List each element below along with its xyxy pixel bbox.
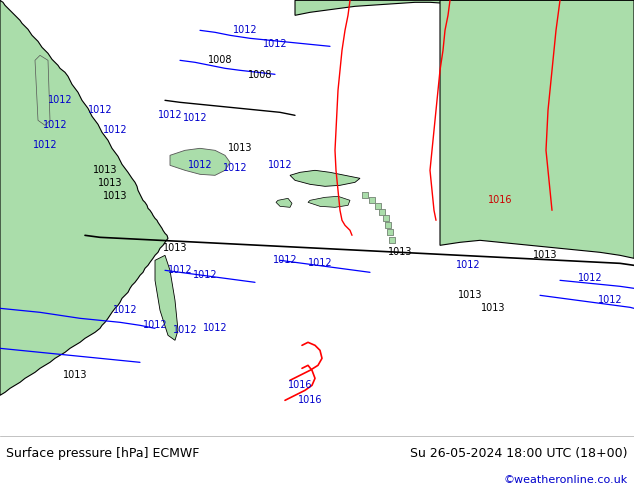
Text: 1012: 1012 [578,273,602,283]
Text: Surface pressure [hPa] ECMWF: Surface pressure [hPa] ECMWF [6,447,200,460]
Text: 1013: 1013 [533,250,557,260]
Text: 1012: 1012 [193,270,217,280]
Text: 1012: 1012 [42,121,67,130]
Text: 1012: 1012 [48,96,72,105]
Text: 1008: 1008 [208,55,232,65]
Polygon shape [375,203,381,209]
Polygon shape [170,148,230,175]
Text: 1012: 1012 [273,255,297,265]
Polygon shape [0,0,168,395]
Text: 1013: 1013 [63,370,87,380]
Text: 1012: 1012 [103,125,127,135]
Text: 1012: 1012 [33,140,57,150]
Polygon shape [379,209,385,215]
Text: Su 26-05-2024 18:00 UTC (18+00): Su 26-05-2024 18:00 UTC (18+00) [410,447,628,460]
Polygon shape [385,222,391,228]
Text: 1012: 1012 [598,295,623,305]
Text: 1012: 1012 [456,260,481,270]
Text: 1013: 1013 [103,191,127,201]
Polygon shape [383,215,389,221]
Text: 1013: 1013 [163,244,187,253]
Text: 1016: 1016 [288,380,313,391]
Text: 1012: 1012 [268,160,292,171]
Text: 1016: 1016 [298,395,322,405]
Text: 1013: 1013 [228,144,252,153]
Text: 1012: 1012 [262,39,287,49]
Text: ©weatheronline.co.uk: ©weatheronline.co.uk [503,475,628,485]
Text: 1012: 1012 [172,325,197,335]
Polygon shape [369,197,375,203]
Text: 1012: 1012 [307,258,332,269]
Text: 1012: 1012 [87,105,112,115]
Text: 1012: 1012 [203,323,228,333]
Polygon shape [389,237,395,244]
Polygon shape [308,196,350,207]
Polygon shape [362,193,368,198]
Text: 1013: 1013 [458,290,482,300]
Polygon shape [276,198,292,207]
Text: 1013: 1013 [98,178,122,188]
Text: 1012: 1012 [143,320,167,330]
Text: 1012: 1012 [223,163,247,173]
Polygon shape [155,255,178,341]
Text: 1013: 1013 [93,165,117,175]
Polygon shape [295,0,634,16]
Text: 1013: 1013 [481,303,505,313]
Text: 1012: 1012 [167,265,192,275]
Polygon shape [387,229,393,235]
Text: 1013: 1013 [388,247,412,257]
Polygon shape [440,0,634,258]
Text: 1012: 1012 [113,305,138,316]
Text: 1012: 1012 [188,160,212,171]
Text: 1012: 1012 [233,25,257,35]
Text: 1012: 1012 [183,113,207,123]
Polygon shape [290,171,360,186]
Polygon shape [35,55,50,125]
Text: 1012: 1012 [158,110,183,121]
Text: 1016: 1016 [488,196,512,205]
Text: 1008: 1008 [248,71,272,80]
